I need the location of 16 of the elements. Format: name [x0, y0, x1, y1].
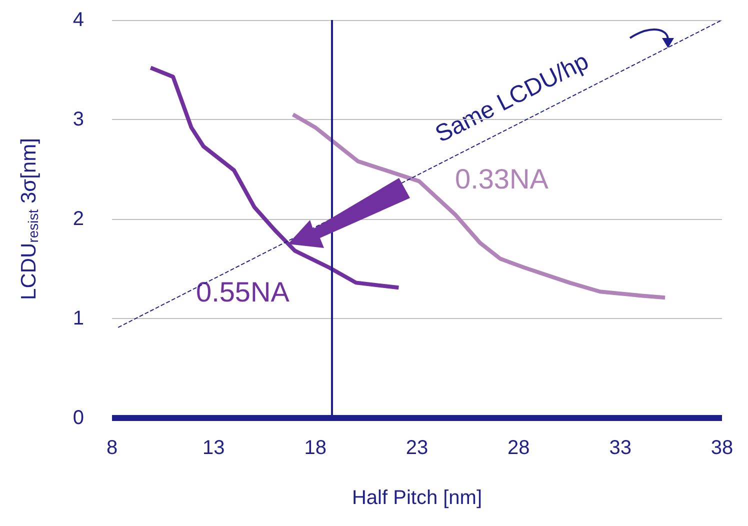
- y-tick-label: 3: [72, 108, 84, 130]
- x-tick-label: 23: [406, 437, 428, 459]
- series-label: 0.55NA: [196, 276, 290, 308]
- y-tick-label: 1: [72, 308, 84, 330]
- x-tick-label: 33: [609, 437, 632, 459]
- y-tick-label: 2: [72, 208, 84, 230]
- x-axis-title: Half Pitch [nm]: [352, 487, 482, 509]
- series-label: 0.33NA: [455, 164, 549, 194]
- x-tick-label: 8: [106, 437, 118, 459]
- x-tick-label: 18: [304, 437, 326, 459]
- x-tick-label: 28: [508, 437, 530, 459]
- y-tick-label: 0: [72, 407, 84, 429]
- y-tick-label: 4: [72, 9, 84, 31]
- y-axis-title: LCDUresist 3σ[nm]: [18, 138, 41, 300]
- x-tick-label: 38: [710, 437, 734, 459]
- x-tick-label: 13: [202, 437, 225, 459]
